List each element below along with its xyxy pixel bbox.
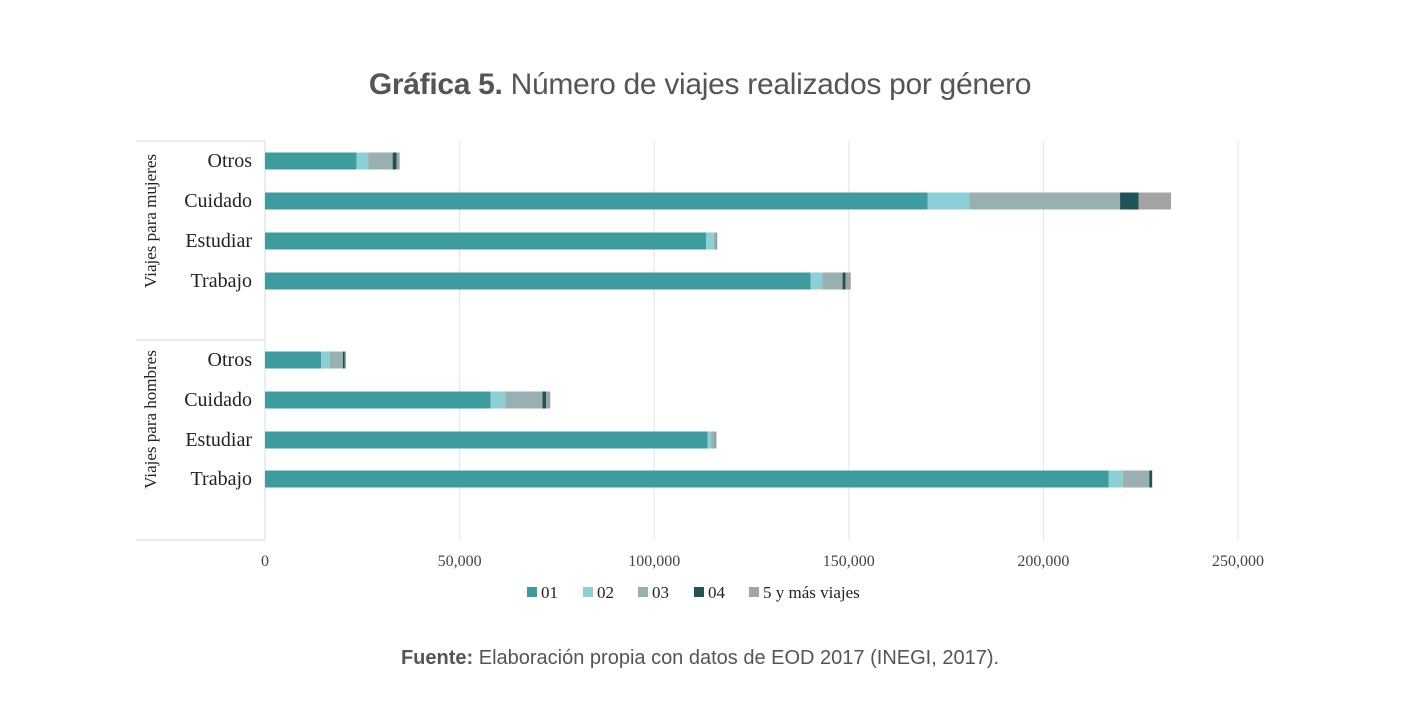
bar-segment (344, 351, 346, 369)
bar-segment (842, 272, 846, 290)
chart-title: Gráfica 5. Número de viajes realizados p… (0, 68, 1400, 102)
legend-label: 01 (541, 583, 558, 602)
bar-segment (1120, 192, 1139, 210)
bar-segment (329, 351, 343, 369)
x-tick-label: 150,000 (823, 553, 875, 570)
legend-label: 03 (652, 583, 669, 602)
category-label: Cuidado (184, 190, 252, 212)
bar-segment (265, 391, 491, 409)
legend-label: 5 y más viajes (763, 583, 860, 602)
category-label: Estudiar (185, 230, 252, 252)
x-tick-label: 250,000 (1212, 553, 1264, 570)
bar-segment (969, 192, 1121, 210)
bar-segment (546, 391, 551, 409)
category-label: Otros (208, 349, 253, 371)
bar-segment (713, 232, 717, 250)
bar-segment (707, 431, 712, 449)
bar-segment (705, 232, 714, 250)
legend-swatch (583, 587, 593, 597)
category-label: Otros (208, 150, 253, 172)
source-text: Elaboración propia con datos de EOD 2017… (473, 647, 1000, 669)
bar-segment (927, 192, 970, 210)
group-label: Viajes para hombres (141, 350, 160, 489)
legend-swatch (527, 587, 537, 597)
bar-segment (845, 272, 851, 290)
bar-segment (542, 391, 547, 409)
bar-segment (1149, 470, 1152, 488)
bar-segment (321, 351, 330, 369)
chart-title-bold: Gráfica 5. (368, 68, 503, 101)
chart-source: Fuente: Elaboración propia con datos de … (0, 647, 1400, 670)
bar-segment (342, 351, 345, 369)
bar-segment (265, 470, 1109, 488)
bar-segment (822, 272, 843, 290)
bar-segment (490, 391, 506, 409)
legend-swatch (694, 587, 704, 597)
legend-swatch (749, 587, 759, 597)
bar-segment (265, 192, 928, 210)
bar-segment (505, 391, 543, 409)
bar-segment (810, 272, 823, 290)
x-tick-label: 0 (261, 553, 269, 570)
category-label: Cuidado (184, 389, 252, 411)
legend-label: 04 (708, 583, 726, 602)
x-tick-label: 100,000 (628, 553, 680, 570)
x-tick-label: 50,000 (438, 553, 482, 570)
bar-segment (265, 232, 706, 250)
bar-segment (1108, 470, 1123, 488)
legend-swatch (638, 587, 648, 597)
group-label: Viajes para mujeres (141, 154, 160, 288)
bar-segment (396, 152, 400, 170)
chart-title-rest: Número de viajes realizados por género (502, 68, 1032, 101)
bar-segment (265, 272, 811, 290)
category-label: Trabajo (191, 468, 252, 490)
bar-segment (1138, 192, 1172, 210)
bar-segment (265, 431, 708, 449)
legend-label: 02 (597, 583, 614, 602)
category-label: Trabajo (191, 270, 252, 292)
bar-segment (356, 152, 369, 170)
bar-segment (711, 431, 716, 449)
bar-segment (392, 152, 397, 170)
source-label: Fuente: (400, 647, 474, 669)
bar-segment (1122, 470, 1150, 488)
category-label: Estudiar (185, 429, 252, 451)
bar-segment (265, 351, 322, 369)
bar-segment (265, 152, 357, 170)
x-tick-label: 200,000 (1017, 553, 1069, 570)
bar-segment (368, 152, 393, 170)
